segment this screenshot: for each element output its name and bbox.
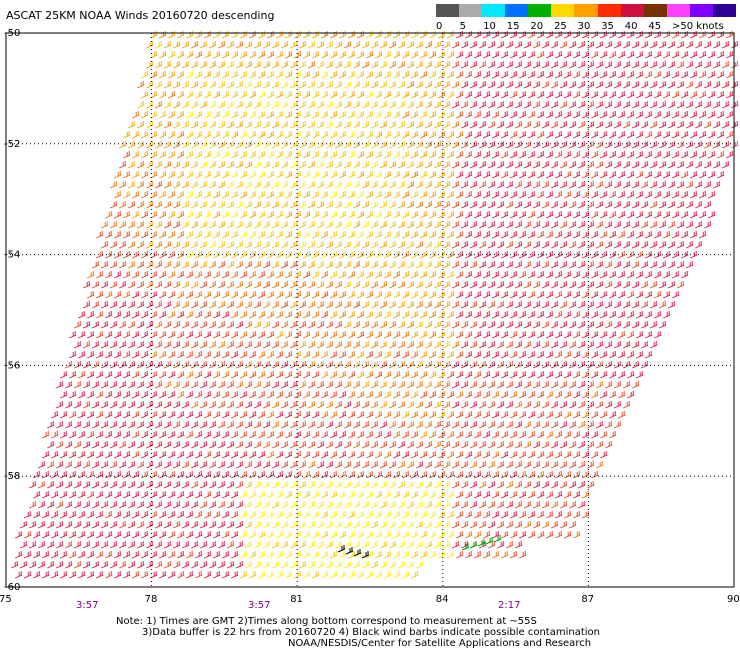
legend-swatch [597, 4, 622, 17]
lat-tick-label: -58 [4, 471, 20, 482]
legend-swatch [712, 4, 737, 17]
time-label: 3:57 [76, 600, 98, 611]
legend-label: 30 [577, 21, 591, 32]
legend-swatch [666, 4, 691, 17]
time-label: 3:57 [248, 600, 270, 611]
lon-tick-label: 81 [290, 594, 303, 605]
legend-label: 15 [506, 21, 520, 32]
legend-swatch [459, 4, 483, 17]
lat-tick-label: -54 [4, 250, 20, 261]
legend-swatch [643, 4, 668, 17]
legend-swatch [574, 4, 599, 17]
grid-lines [6, 33, 734, 587]
wind-speed-legend: 0 5 10 15 20 25 30 35 40 45 >50 knots [436, 4, 737, 32]
lat-tick-label: -60 [4, 582, 20, 593]
lat-tick-label: -52 [4, 139, 20, 150]
wind-barbs [11, 31, 739, 579]
legend-swatch [528, 4, 552, 17]
time-label: 2:17 [498, 600, 520, 611]
note-line-3: NOAA/NESDIS/Center for Satellite Applica… [288, 638, 592, 649]
lat-tick-label: -56 [4, 360, 20, 371]
legend-label: >50 knots [672, 21, 724, 32]
lat-tick-label: -50 [4, 28, 20, 39]
legend-swatch [620, 4, 645, 17]
legend-swatch [482, 4, 506, 17]
lon-tick-label: 78 [145, 594, 158, 605]
legend-swatch [505, 4, 529, 17]
legend-label: 35 [601, 21, 614, 32]
legend-label: 25 [554, 21, 567, 32]
legend-label: 20 [530, 21, 544, 32]
legend-swatch [436, 4, 460, 17]
legend-label: 0 [436, 21, 443, 32]
note-line-1: Note: 1) Times are GMT 2)Times along bot… [116, 616, 537, 627]
lon-tick-label: 84 [436, 594, 449, 605]
map-title: ASCAT 25KM NOAA Winds 20160720 descendin… [6, 9, 275, 22]
note-line-2: 3)Data buffer is 22 hrs from 20160720 4)… [142, 627, 600, 638]
wind-barb-group [137, 31, 455, 579]
legend-label: 5 [459, 21, 466, 32]
legend-swatch [551, 4, 575, 17]
special-wind-barbs [337, 545, 370, 559]
lon-tick-label: 87 [581, 594, 594, 605]
legend-label: 40 [624, 21, 638, 32]
lon-tick-label: 75 [0, 594, 12, 605]
axis-tick-labels: 75 78 81 84 87 90 -50 -52 -54 -56 -58 -60 3:57 3:57 2:… [0, 28, 740, 611]
special-wind-barbs [461, 535, 502, 551]
wind-barb-group [11, 31, 739, 579]
wind-barb-group [186, 71, 455, 579]
map-frame [5, 32, 735, 588]
legend-label: 45 [648, 21, 662, 32]
wind-barb-group [24, 31, 739, 579]
wind-barb-group [87, 31, 604, 559]
legend-label: 10 [483, 21, 496, 32]
lon-tick-label: 90 [727, 594, 740, 605]
legend-swatch [689, 4, 714, 17]
